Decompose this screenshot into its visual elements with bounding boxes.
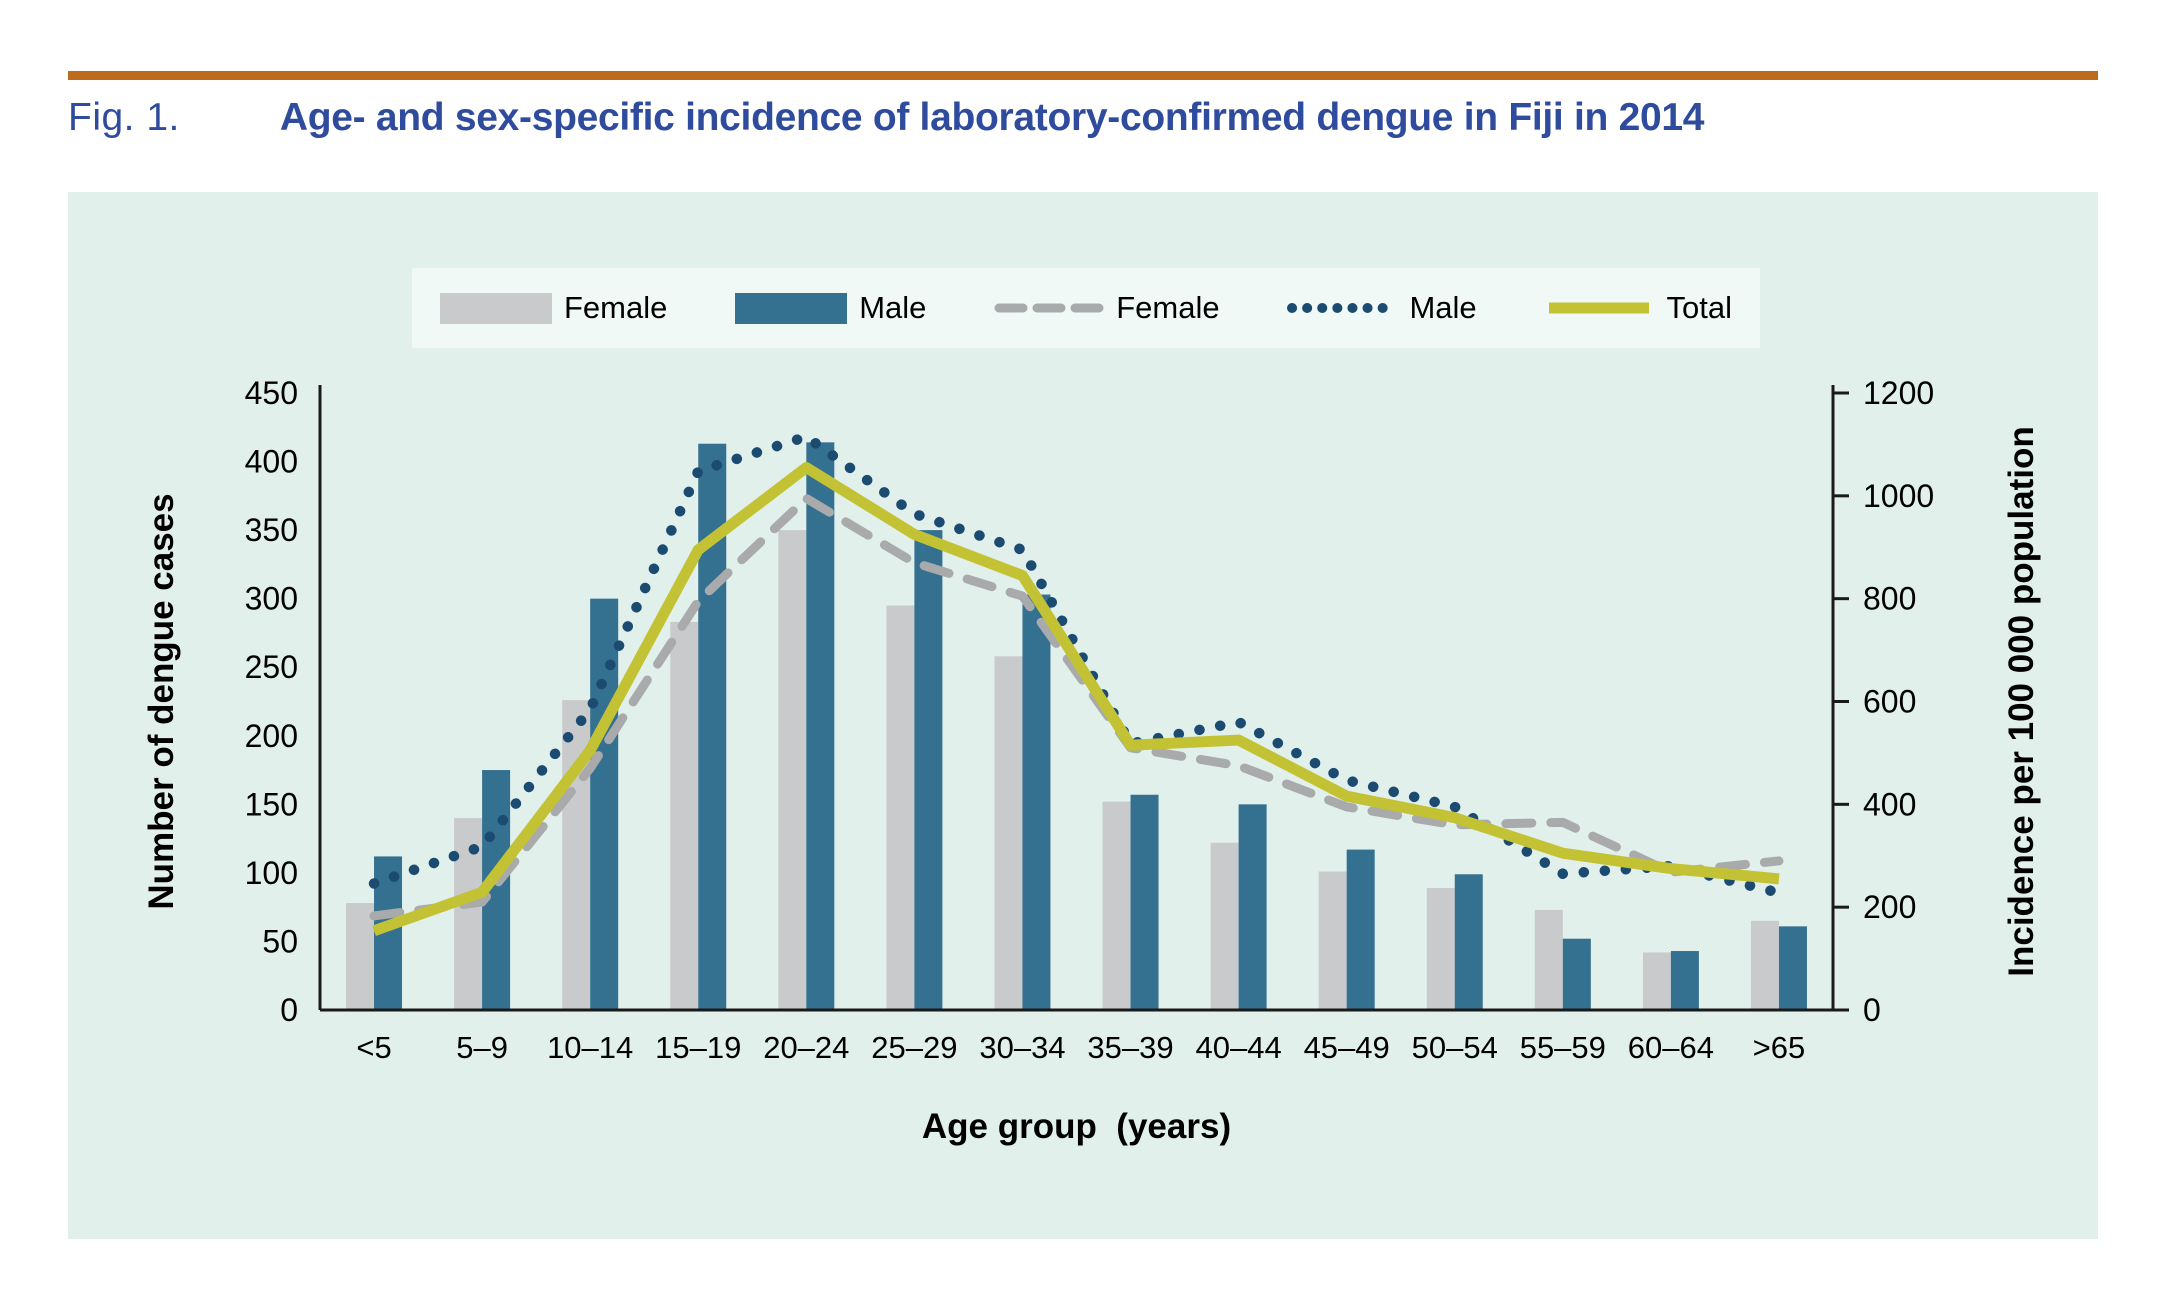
left-tick-label: 50: [262, 923, 298, 959]
left-tick-label: 450: [245, 375, 298, 411]
left-tick-label: 400: [245, 444, 298, 480]
bar-female-55–59: [1534, 909, 1563, 1010]
total-solid-line-swatch: [1549, 302, 1650, 314]
bar-female-35–39: [1102, 801, 1131, 1010]
right-tick-label: 800: [1863, 581, 1916, 617]
x-tick-label: 35–39: [1087, 1030, 1173, 1065]
bar-male-55–59: [1562, 938, 1591, 1010]
x-tick-label: 55–59: [1520, 1030, 1606, 1065]
right-tick-label: 200: [1863, 889, 1916, 925]
bar-female-45–49: [1318, 871, 1347, 1010]
female-bar-swatch: [440, 292, 552, 324]
bar-male-10–14: [590, 598, 619, 1010]
header-rule: [68, 71, 2098, 80]
legend-label: Male: [859, 290, 927, 325]
right-tick-label: 400: [1863, 786, 1916, 822]
bar-male-25–29: [914, 530, 943, 1010]
line-female-incidence: [369, 493, 1784, 921]
legend-item-female-bar: Female: [440, 290, 667, 326]
legend-label: Female: [1116, 290, 1220, 325]
bar-female-20–24: [778, 530, 807, 1010]
bar-female-60–64: [1642, 952, 1671, 1010]
right-tick-label: 1000: [1863, 478, 1934, 514]
chart-canvas: 0 50 100 150 200 250 300 350 400 450 0 200 400 600 800…: [142, 375, 2041, 1146]
bar-female-<5: [346, 903, 375, 1010]
x-axis-title: Age group (years): [922, 1107, 1231, 1146]
bar-female->65: [1750, 920, 1779, 1010]
x-tick-label: 50–54: [1412, 1030, 1498, 1065]
left-tick-label: 350: [245, 512, 298, 548]
bar-male-20–24: [806, 442, 835, 1010]
bar-male-60–64: [1670, 951, 1699, 1010]
x-tick-label: 30–34: [979, 1030, 1065, 1065]
legend-label: Female: [564, 290, 668, 325]
female-dashed-line-swatch: [994, 303, 1104, 313]
bar-female-25–29: [886, 605, 915, 1010]
left-tick-label: 100: [245, 855, 298, 891]
line-total-incidence: [372, 462, 1780, 936]
legend-label: Male: [1409, 290, 1477, 325]
x-tick-label: 15–19: [655, 1030, 741, 1065]
bar-male-35–39: [1130, 794, 1159, 1010]
figure-title: Age- and sex-specific incidence of labor…: [279, 96, 1705, 139]
right-tick-label: 1200: [1863, 375, 1934, 411]
bar-male-40–44: [1238, 804, 1267, 1010]
legend-item-total-line: Total: [1544, 290, 1732, 326]
legend-label: Total: [1666, 290, 1732, 325]
left-tick-label: 250: [245, 649, 298, 685]
x-tick-label: 45–49: [1304, 1030, 1390, 1065]
left-axis-title: Number of dengue cases: [142, 493, 181, 909]
left-tick-label: 0: [280, 992, 298, 1028]
bar-female-50–54: [1426, 887, 1455, 1010]
chart-panel: Female Male Female Male Total 0 50 100 150 200 25…: [68, 192, 2098, 1239]
x-tick-label: 10–14: [547, 1030, 633, 1065]
bar-male-30–34: [1022, 594, 1051, 1010]
x-tick-label: 25–29: [871, 1030, 957, 1065]
x-tick-label: 5–9: [456, 1030, 508, 1065]
figure-number: Fig. 1.: [68, 96, 180, 139]
male-bar-swatch: [735, 292, 848, 324]
right-tick-label: 600: [1863, 684, 1916, 720]
male-dotted-line-swatch: [1287, 303, 1398, 313]
x-tick-label: <5: [356, 1030, 391, 1065]
line-male-incidence: [368, 431, 1785, 899]
legend-item-female-line: Female: [994, 290, 1220, 326]
legend-item-male-line: Male: [1287, 290, 1477, 326]
bar-female-15–19: [670, 621, 699, 1010]
right-tick-label: 0: [1863, 992, 1881, 1028]
x-tick-label: >65: [1753, 1030, 1806, 1065]
bar-male->65: [1778, 926, 1807, 1010]
x-tick-label: 20–24: [763, 1030, 849, 1065]
figure-header: Fig. 1. Age- and sex-specific incidence …: [68, 96, 2098, 140]
left-tick-label: 200: [245, 718, 298, 754]
bar-male-45–49: [1346, 849, 1375, 1010]
chart-legend: Female Male Female Male Total: [412, 268, 1760, 348]
legend-item-male-bar: Male: [735, 290, 926, 326]
left-tick-label: 150: [245, 786, 298, 822]
x-tick-label: 60–64: [1628, 1030, 1714, 1065]
bar-female-30–34: [994, 656, 1023, 1010]
bar-male-50–54: [1454, 874, 1483, 1010]
bar-female-40–44: [1210, 842, 1239, 1010]
left-tick-label: 300: [245, 581, 298, 617]
x-tick-label: 40–44: [1195, 1030, 1281, 1065]
right-axis-title: Incidence per 100 000 population: [2002, 426, 2041, 976]
